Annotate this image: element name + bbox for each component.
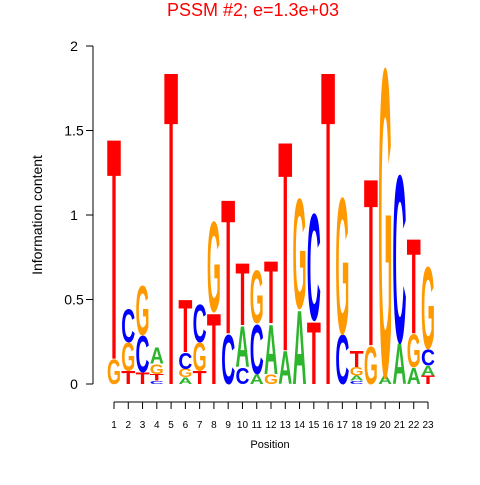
x-tick-label: 5 [168, 420, 174, 431]
logo-letter: G [293, 167, 307, 342]
x-tick-label: 7 [197, 420, 203, 431]
logo-letter: T [193, 367, 208, 388]
logo-letter: C [235, 363, 249, 389]
logo-letter: A [378, 374, 393, 387]
x-tick-label: 6 [183, 420, 189, 431]
logo-letter: G [364, 336, 378, 396]
x-tick-label: 13 [280, 420, 292, 431]
logo-letter: T [278, 78, 292, 414]
logo-letter: T [235, 244, 249, 344]
x-tick-label: 3 [140, 420, 146, 431]
logo-letter: A [278, 342, 292, 394]
logo-letter: G [407, 325, 421, 377]
logo-letter: A [178, 376, 192, 386]
logo-letter: A [407, 363, 421, 389]
y-tick-label: 0 [70, 376, 78, 392]
logo-letter: C [350, 380, 367, 385]
logo-letter: C [221, 320, 235, 399]
logo-letter: T [121, 367, 136, 388]
y-tick-label: 1.5 [64, 123, 84, 139]
logo-letter: A [350, 376, 364, 383]
x-tick-label: 10 [237, 420, 249, 431]
logo-letter: G [378, 0, 392, 470]
logo-letter: C [307, 183, 321, 353]
x-tick-label: 2 [125, 420, 131, 431]
logo-letter: C [392, 125, 406, 393]
logo-letter: G [250, 255, 264, 339]
logo-letter: G [107, 353, 121, 392]
logo-letter: T [321, 0, 335, 480]
x-tick-label: 20 [380, 420, 392, 431]
y-axis-label: Information content [29, 155, 45, 275]
logo-letter: G [193, 335, 207, 379]
logo-letter: T [407, 210, 421, 362]
logo-letter: T [207, 294, 221, 406]
logo-letter: T [107, 73, 121, 427]
y-tick-label: 0.5 [64, 292, 84, 308]
x-tick-label: 21 [394, 420, 406, 431]
x-tick-label: 16 [323, 420, 335, 431]
logo-letter: G [150, 361, 164, 377]
x-tick-label: 9 [225, 420, 231, 431]
x-tick-label: 22 [408, 420, 420, 431]
logo-letter: G [178, 367, 192, 380]
x-tick-label: 15 [308, 420, 320, 431]
x-tick-label: 18 [351, 420, 363, 431]
x-axis-label: Position [250, 439, 289, 451]
logo-letter: C [150, 380, 167, 385]
logo-letter: A [250, 371, 264, 387]
logo-letter: G [207, 195, 221, 339]
logo-letter: A [293, 289, 307, 407]
logo-letter: A [421, 363, 435, 379]
logo-letter: C [193, 294, 207, 354]
x-tick-label: 1 [111, 420, 117, 431]
x-tick-label: 4 [154, 420, 160, 431]
logo-letter: T [136, 370, 150, 388]
logo-letter: T [307, 303, 321, 403]
x-tick-label: 14 [294, 420, 306, 431]
logo-letter: A [392, 332, 406, 397]
y-tick-label: 2 [70, 38, 78, 54]
logo-letter: C [421, 344, 435, 370]
logo-letter: T [221, 159, 235, 374]
logo-letter: C [250, 310, 264, 389]
logo-letter: T [264, 242, 278, 342]
x-tick-label: 12 [265, 420, 277, 431]
x-tick-label: 19 [365, 420, 377, 431]
logo-letter: G [136, 271, 150, 350]
logo-letter: G [350, 366, 364, 379]
logo-letter: A [264, 310, 278, 389]
logo-letter: T [150, 373, 165, 383]
x-tick-label: 23 [422, 420, 434, 431]
x-tick-label: 8 [211, 420, 217, 431]
logo-letter: C [178, 348, 192, 374]
x-tick-label: 11 [252, 420, 263, 431]
logo-letter: G [121, 335, 135, 379]
logo-letter: C [121, 300, 135, 352]
logo-letter: A [235, 315, 249, 380]
logo-letter: G [335, 158, 349, 375]
logo-letter: T [178, 284, 192, 368]
y-tick-label: 1 [70, 207, 78, 223]
logo-letter: G [421, 243, 435, 374]
logo-letter: A [150, 343, 164, 369]
logo-letter: T [350, 346, 365, 372]
logo-letter: G [264, 371, 278, 387]
x-tick-label: 17 [337, 420, 349, 431]
logo-letter: T [364, 128, 378, 396]
logo-letter: T [421, 374, 437, 387]
logo-letter: C [136, 325, 150, 383]
logo-letter: C [335, 320, 349, 399]
logo-letter: T [164, 0, 178, 480]
chart-title: PSSM #2; e=1.3e+03 [167, 0, 339, 20]
